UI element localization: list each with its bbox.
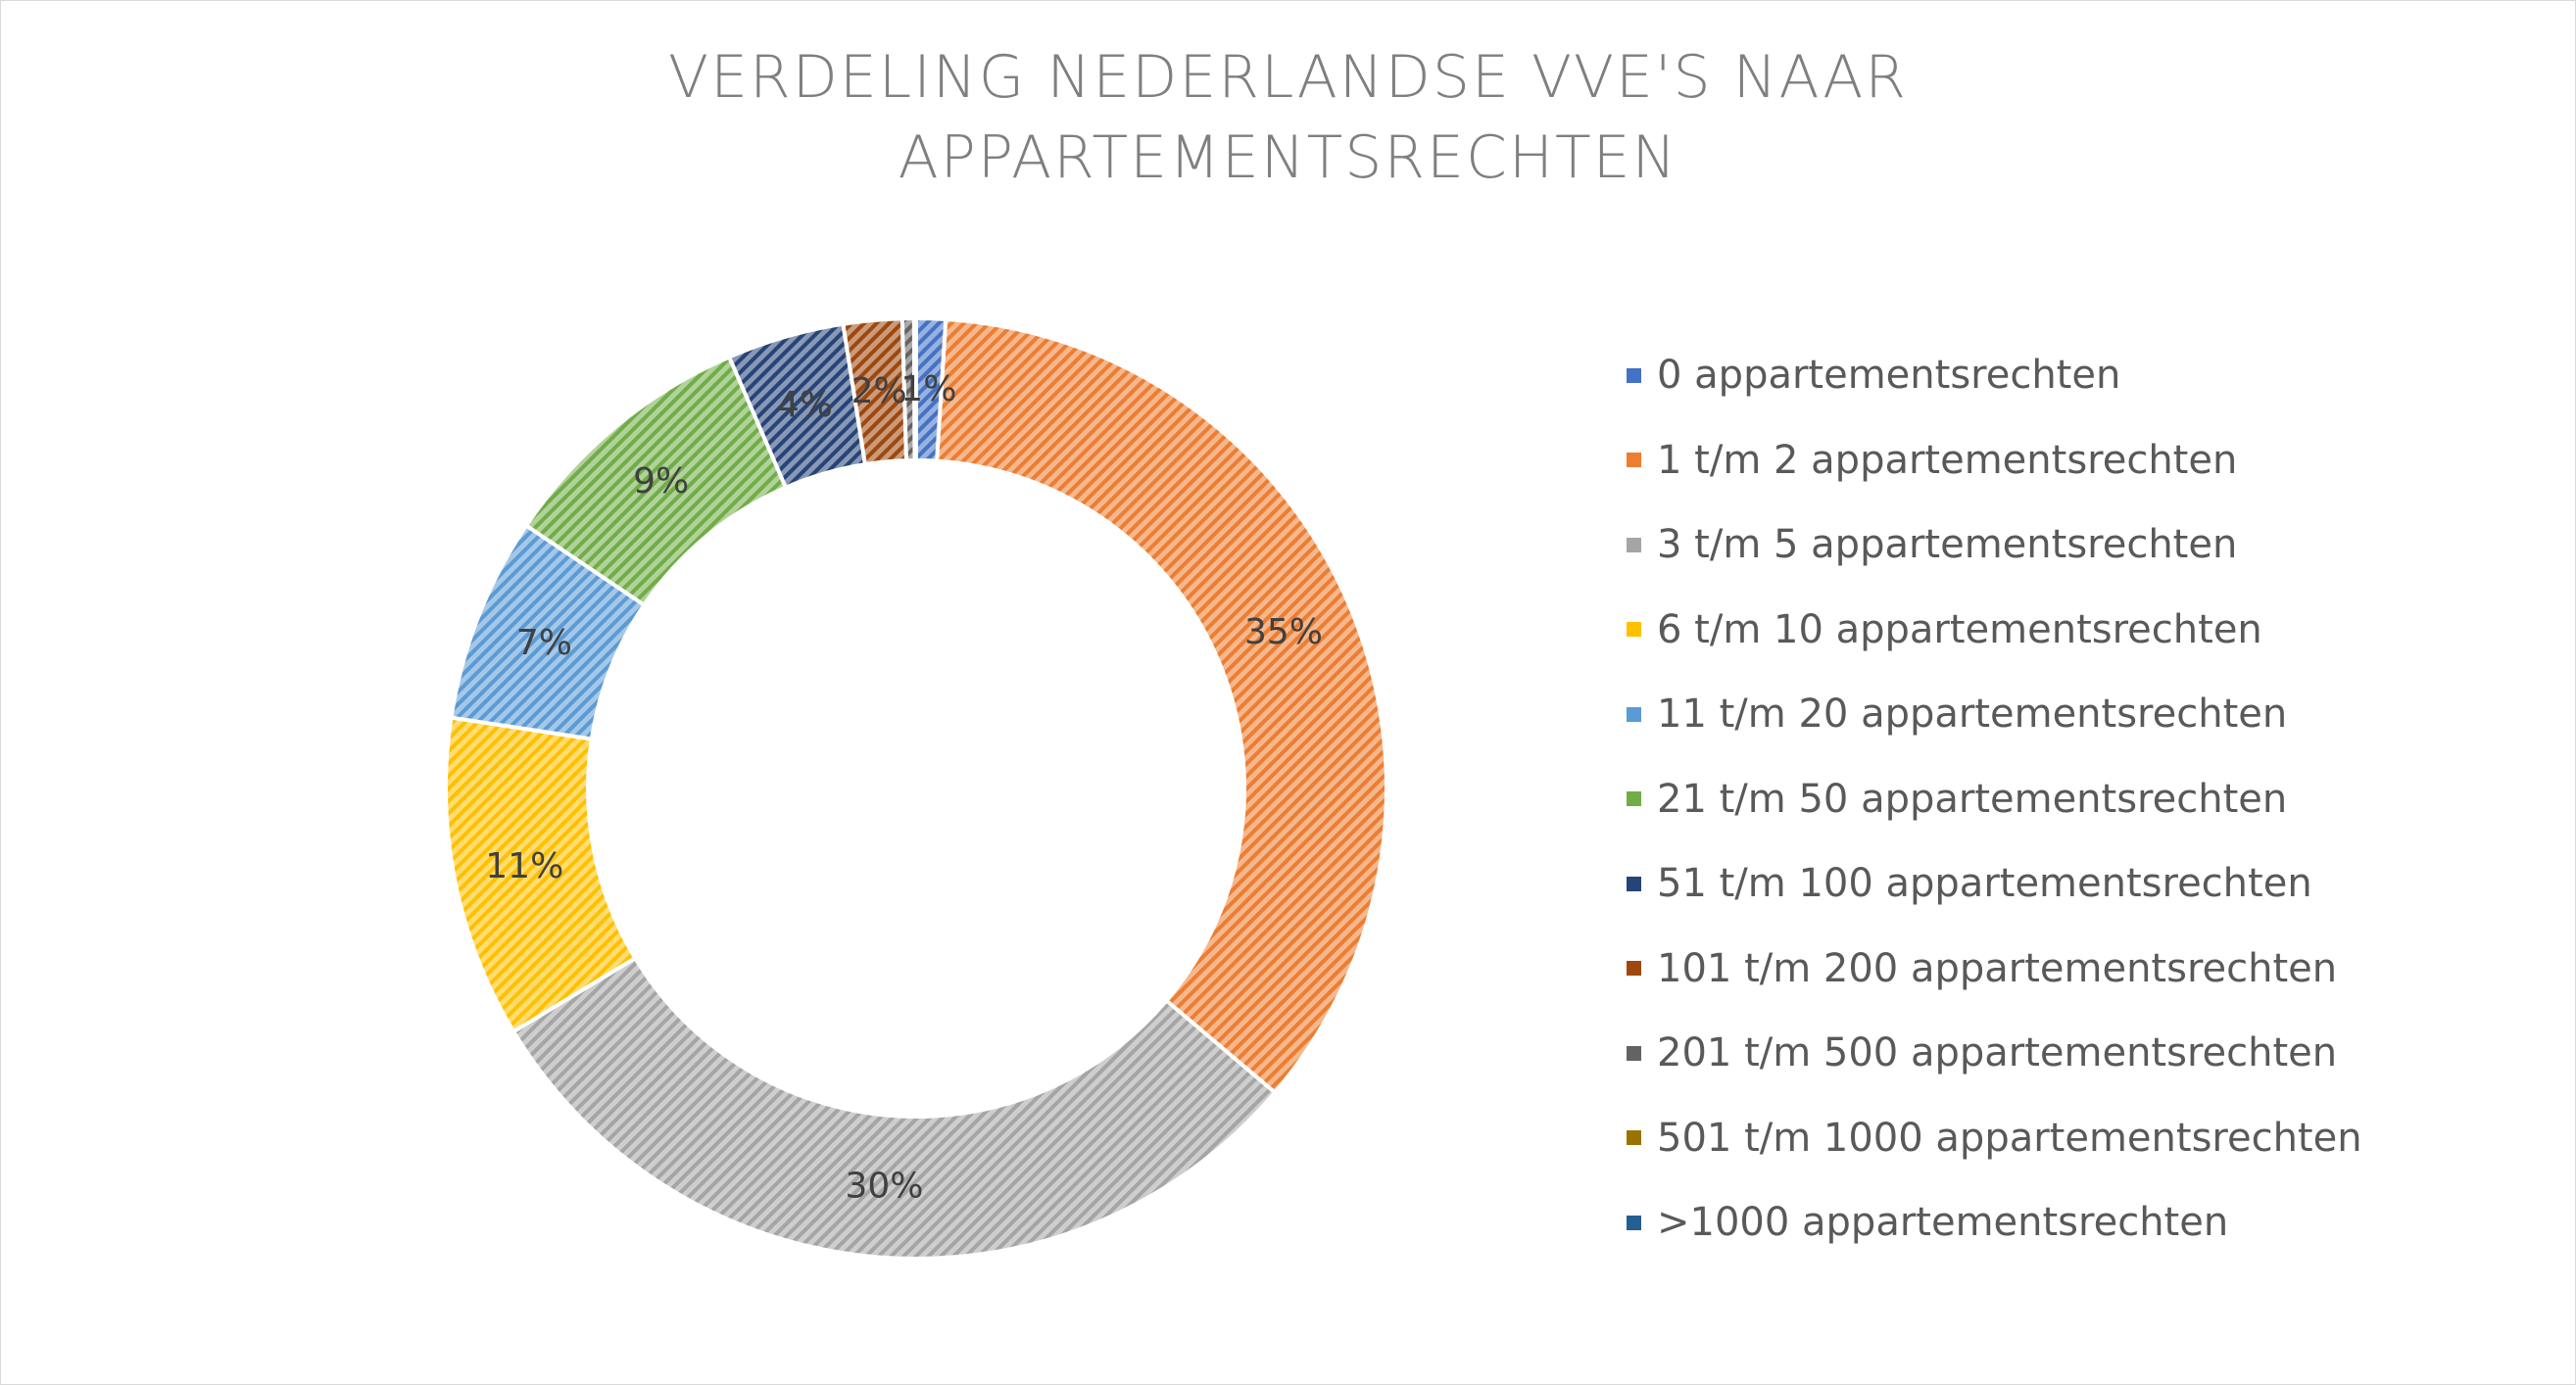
legend-item-0-appartementsrechten: 0 appartementsrechten [1627,333,2362,418]
legend-label: 101 t/m 200 appartementsrechten [1657,945,2338,991]
legend-label: >1000 appartementsrechten [1657,1200,2229,1246]
legend-item-1-t-m-2-appartementsrechten: 1 t/m 2 appartementsrechten [1627,418,2362,503]
data-label-6-t-m-10-appartementsrechten: 11% [485,846,563,886]
data-label-11-t-m-20-appartementsrechten: 7% [516,623,572,663]
legend-item-3-t-m-5-appartementsrechten: 3 t/m 5 appartementsrechten [1627,502,2362,588]
legend-item-6-t-m-10-appartementsrechten: 6 t/m 10 appartementsrechten [1627,588,2362,673]
legend-swatch [1627,876,1641,891]
legend-item-201-t-m-500-appartementsrechten: 201 t/m 500 appartementsrechten [1627,1011,2362,1096]
legend-swatch [1627,706,1641,722]
legend-item-501-t-m-1000-appartementsrechten: 501 t/m 1000 appartementsrechten [1627,1096,2362,1181]
chart-title-line-1: VERDELING NEDERLANDSE VVE'S NAAR [668,43,1908,112]
chart-title: VERDELING NEDERLANDSE VVE'S NAAR APPARTE… [0,37,2576,198]
legend-label: 1 t/m 2 appartementsrechten [1657,437,2238,483]
legend-swatch [1627,1045,1641,1061]
legend-label: 3 t/m 5 appartementsrechten [1657,522,2238,568]
data-label-1-t-m-2-appartementsrechten: 35% [1244,612,1323,652]
legend-label: 21 t/m 50 appartementsrechten [1657,776,2288,822]
legend-swatch [1627,961,1641,977]
legend-item-11-t-m-20-appartementsrechten: 11 t/m 20 appartementsrechten [1627,672,2362,757]
legend-item-101-t-m-200-appartementsrechten: 101 t/m 200 appartementsrechten [1627,927,2362,1012]
legend-label: 0 appartementsrechten [1657,353,2121,399]
legend-label: 6 t/m 10 appartementsrechten [1657,606,2262,652]
legend-label: 501 t/m 1000 appartementsrechten [1657,1115,2362,1161]
data-label-3-t-m-5-appartementsrechten: 30% [845,1167,923,1207]
legend-swatch [1627,1215,1641,1230]
legend-item-21-t-m-50-appartementsrechten: 21 t/m 50 appartementsrechten [1627,757,2362,842]
legend-label: 201 t/m 500 appartementsrechten [1657,1030,2338,1076]
data-label-51-t-m-100-appartementsrechten: 4% [777,385,833,425]
legend-item-51-t-m-100-appartementsrechten: 51 t/m 100 appartementsrechten [1627,841,2362,927]
legend-label: 11 t/m 20 appartementsrechten [1657,692,2288,738]
donut-slice-3-t-m-5-appartementsrechten [510,955,1278,1261]
chart-legend: 0 appartementsrechten 1 t/m 2 appartement… [1627,333,2362,1266]
chart-title-line-2: APPARTEMENTSRECHTEN [898,123,1678,192]
legend-swatch [1627,791,1641,807]
legend-label: 51 t/m 100 appartementsrechten [1657,861,2312,907]
donut-slice-gt-1000-appartementsrechten [913,315,918,463]
legend-swatch [1627,537,1641,552]
donut-slice-1-t-m-2-appartementsrechten [935,316,1388,1096]
legend-swatch [1627,367,1641,383]
legend-swatch [1627,622,1641,638]
legend-swatch [1627,453,1641,468]
data-label-21-t-m-50-appartementsrechten: 9% [633,461,689,501]
legend-item-gt-1000-appartementsrechten: >1000 appartementsrechten [1627,1180,2362,1266]
legend-swatch [1627,1130,1641,1146]
data-label-0-appartementsrechten: 1% [900,369,956,409]
data-label-101-t-m-200-appartementsrechten: 2% [851,371,907,411]
